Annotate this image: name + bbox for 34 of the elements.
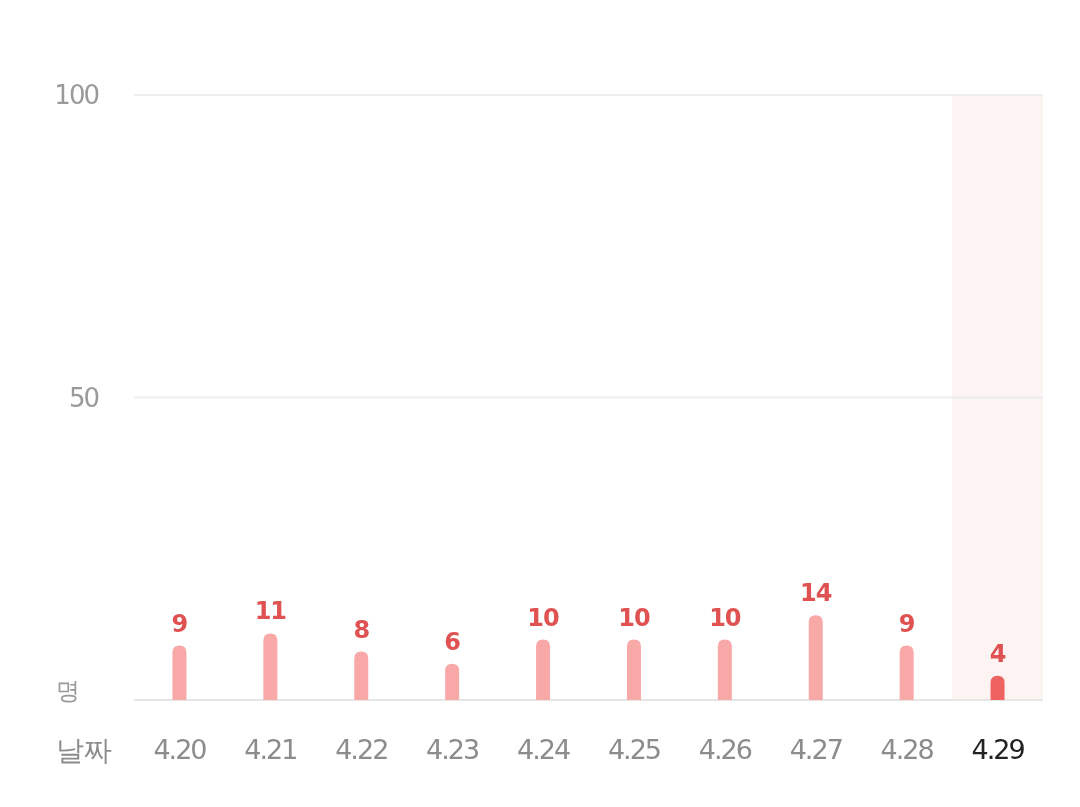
bar	[263, 633, 278, 700]
bar	[626, 639, 641, 700]
x-tick-label: 4.28	[880, 734, 934, 766]
x-tick-label: 4.20	[153, 734, 207, 766]
data-label: 10	[527, 603, 560, 632]
x-tick-label: 4.26	[698, 734, 752, 766]
data-label: 6	[444, 627, 461, 656]
x-tick-label: 4.23	[426, 734, 480, 766]
data-label: 14	[800, 579, 832, 608]
data-label: 9	[898, 609, 915, 638]
x-tick-label: 4.24	[516, 734, 570, 766]
x-tick-label: 4.25	[607, 734, 661, 766]
bar	[808, 615, 823, 700]
y-tick-label: 50	[68, 382, 99, 413]
bar	[354, 651, 369, 700]
data-label: 9	[171, 609, 188, 638]
data-label: 10	[618, 603, 650, 632]
data-label: 10	[709, 603, 741, 632]
data-label: 4	[989, 639, 1006, 668]
bar	[717, 639, 732, 700]
bar	[536, 639, 551, 700]
x-tick-label: 4.22	[335, 734, 388, 766]
bar	[899, 645, 914, 700]
x-axis-title: 날짜	[56, 733, 112, 767]
bar	[172, 645, 187, 700]
x-tick-label: 4.27	[789, 734, 842, 766]
x-tick-label: 4.21	[244, 734, 297, 766]
data-label: 8	[353, 615, 370, 644]
y-tick-label: 100	[54, 80, 99, 111]
bar	[445, 663, 460, 700]
y-axis-title: 명	[56, 677, 80, 706]
bar	[990, 675, 1005, 700]
data-label: 11	[254, 597, 287, 626]
x-tick-label: 4.29	[971, 734, 1025, 766]
